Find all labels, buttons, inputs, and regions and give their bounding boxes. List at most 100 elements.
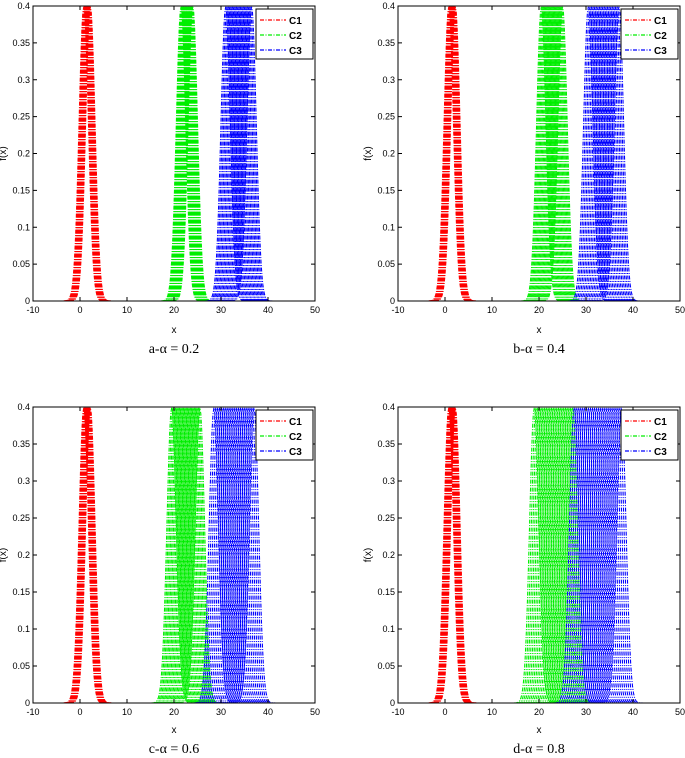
x-tick-label: -10 (26, 305, 39, 315)
y-tick-label: 0.2 (17, 149, 30, 159)
x-axis-label: x (537, 725, 542, 736)
x-tick-label: 40 (263, 707, 273, 717)
curve-c1 (420, 6, 478, 301)
x-tick-label: -10 (26, 707, 39, 717)
y-tick-label: 0.4 (17, 402, 30, 412)
panel-a: -10 0 10 20 30 40 5000.050.10.150.20.250.30.35… (0, 1, 320, 357)
x-tick-label: 0 (442, 707, 447, 717)
y-tick-label: 0.3 (382, 476, 395, 486)
y-tick-label: 0.05 (377, 259, 395, 269)
panel-caption: b-α = 0.4 (513, 342, 564, 357)
y-tick-label: 0.35 (12, 439, 30, 449)
legend: C1 C2 C3 (255, 8, 314, 60)
y-axis-label: f(x) (0, 548, 9, 562)
curve-c1 (424, 6, 481, 301)
x-tick-label: 20 (169, 707, 179, 717)
curve-c1 (56, 6, 113, 301)
x-tick-label: 0 (77, 305, 82, 315)
y-tick-label: 0 (25, 296, 30, 306)
legend-label-c1: C1 (654, 417, 667, 428)
x-tick-label: -10 (391, 305, 404, 315)
y-tick-label: 0.05 (377, 661, 395, 671)
x-tick-label: 0 (77, 707, 82, 717)
curve-c1 (57, 407, 114, 703)
curve-c1 (57, 6, 115, 301)
curve-c1 (57, 6, 115, 301)
y-tick-label: 0.4 (382, 402, 395, 412)
curve-c1 (55, 6, 113, 301)
x-tick-label: 50 (310, 707, 320, 717)
curve-c1 (55, 6, 112, 301)
curve-c1 (60, 6, 117, 301)
x-tick-label: 10 (487, 305, 497, 315)
y-tick-label: 0.4 (17, 1, 30, 11)
curve-c2 (157, 6, 215, 301)
x-tick-label: 20 (169, 305, 179, 315)
y-tick-label: 0.15 (12, 587, 30, 597)
y-tick-label: 0.3 (17, 476, 30, 486)
curve-c1 (424, 6, 482, 301)
legend-box (255, 8, 314, 60)
x-tick-label: 10 (122, 305, 132, 315)
y-tick-label: 0.1 (382, 222, 395, 232)
curve-c1 (58, 6, 115, 301)
legend-label-c2: C2 (289, 432, 302, 443)
curve-c2 (156, 6, 213, 301)
y-tick-label: 0.2 (17, 550, 30, 560)
x-tick-label: 40 (628, 305, 638, 315)
curve-c1 (420, 6, 477, 301)
x-tick-label: 10 (122, 707, 132, 717)
legend-label-c1: C1 (654, 16, 667, 27)
y-tick-label: 0.2 (382, 550, 395, 560)
x-tick-label: 30 (581, 305, 591, 315)
x-tick-label: 0 (442, 305, 447, 315)
legend-label-c2: C2 (289, 31, 302, 42)
legend-box (620, 8, 679, 60)
y-tick-label: 0 (390, 698, 395, 708)
y-tick-label: 0.15 (12, 185, 30, 195)
y-axis-label: f(x) (363, 146, 374, 160)
y-tick-label: 0.25 (377, 513, 395, 523)
x-axis-label: x (537, 325, 542, 336)
legend-label-c1: C1 (289, 417, 302, 428)
curve-c1 (59, 6, 116, 301)
curve-c1 (58, 6, 116, 301)
x-tick-label: 30 (581, 707, 591, 717)
curve-c1 (423, 6, 480, 301)
y-tick-label: 0.35 (12, 38, 30, 48)
y-tick-label: 0.3 (382, 75, 395, 85)
panel-c: -10 0 10 20 30 40 5000.050.10.150.20.250.30.35… (0, 402, 320, 757)
x-tick-label: 10 (487, 707, 497, 717)
legend: C1 C2 C3 (620, 8, 679, 60)
panel-caption: a-α = 0.2 (149, 342, 200, 357)
y-tick-label: 0.1 (17, 624, 30, 634)
curve-c1 (421, 6, 478, 301)
y-tick-label: 0.2 (382, 149, 395, 159)
curve-c1 (59, 6, 117, 301)
y-tick-label: 0 (25, 698, 30, 708)
y-tick-label: 0 (390, 296, 395, 306)
legend: C1 C2 C3 (620, 409, 679, 461)
x-tick-label: 50 (310, 305, 320, 315)
curve-c1 (424, 6, 481, 301)
y-axis-label: f(x) (0, 146, 9, 160)
y-tick-label: 0.1 (17, 222, 30, 232)
y-tick-label: 0.05 (12, 259, 30, 269)
curve-c1 (423, 6, 481, 301)
y-tick-label: 0.3 (17, 75, 30, 85)
curve-c1 (59, 6, 116, 301)
y-tick-label: 0.25 (12, 112, 30, 122)
x-tick-label: 20 (534, 305, 544, 315)
legend-label-c1: C1 (289, 16, 302, 27)
x-tick-label: 50 (675, 305, 685, 315)
y-tick-label: 0.25 (12, 513, 30, 523)
curve-c1 (421, 6, 478, 301)
y-axis-label: f(x) (363, 548, 374, 562)
curve-c1 (422, 6, 480, 301)
curve-c1 (57, 6, 114, 301)
x-axis-label: x (172, 725, 177, 736)
legend-label-c2: C2 (654, 31, 667, 42)
legend: C1 C2 C3 (255, 409, 314, 461)
panel-b: -10 0 10 20 30 40 5000.050.10.150.20.250.30.35… (363, 1, 685, 357)
legend-label-c3: C3 (289, 46, 302, 57)
